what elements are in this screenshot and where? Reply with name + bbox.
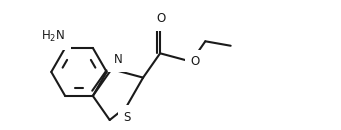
Text: S: S: [124, 111, 131, 124]
Text: O: O: [157, 12, 166, 25]
Text: O: O: [191, 56, 200, 69]
Text: H$_2$N: H$_2$N: [41, 29, 65, 44]
Text: N: N: [114, 53, 122, 66]
